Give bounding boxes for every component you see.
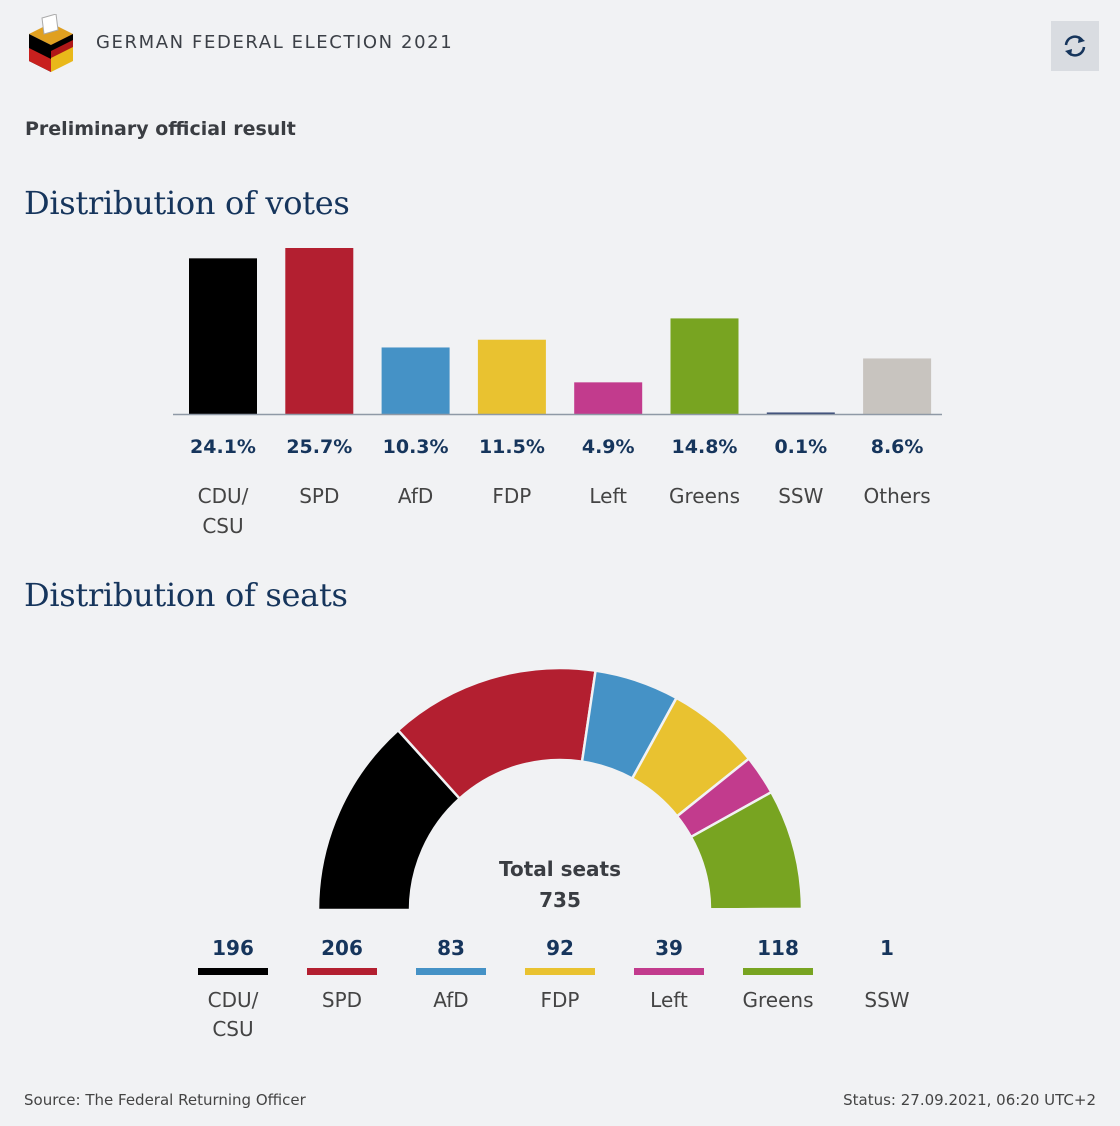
seat-color-bar [525,968,595,975]
vote-party-label: AfD [398,484,433,508]
vote-percent-label: 25.7% [286,436,352,458]
seats-section-title: Distribution of seats [24,576,348,614]
vote-bar [863,358,932,414]
vote-party-label: Others [863,484,930,508]
seat-party-label: Greens [743,988,814,1012]
seat-count-label: 1 [880,936,894,960]
vote-party-label: SSW [778,484,823,508]
seat-party-label: CDU/CSU [208,988,259,1041]
refresh-icon [1064,35,1086,57]
result-subtitle: Preliminary official result [25,118,296,140]
seat-color-bar [416,968,486,975]
seat-count-label: 39 [655,936,683,960]
seat-count-label: 196 [212,936,254,960]
vote-party-label: CDU/CSU [198,484,249,538]
vote-party-label: FDP [492,484,531,508]
vote-bar [477,339,546,414]
vote-bar [670,318,739,414]
vote-percent-label: 4.9% [582,436,635,458]
ballot-box-icon [29,14,73,72]
vote-party-label: Left [589,484,627,508]
seat-party-label: SSW [864,988,909,1012]
vote-percent-label: 14.8% [672,436,738,458]
seat-color-bar [307,968,377,975]
vote-bar [574,382,643,414]
refresh-button[interactable] [1051,21,1099,71]
vote-bar [189,258,257,414]
vote-bar [381,347,450,414]
seat-count-label: 206 [321,936,363,960]
seat-count-label: 92 [546,936,574,960]
seat-color-bar [743,968,813,975]
seats-legend: 196 CDU/CSU 206 SPD 83 AfD 92 FDP 39 Left 118 Green… [198,936,910,1041]
seat-party-label: FDP [541,988,580,1012]
footer-status: Status: 27.09.2021, 06:20 UTC+2 [843,1091,1096,1109]
seat-color-bar [198,968,268,975]
votes-bar-chart: 24.1% CDU/CSU 25.7% SPD 10.3% AfD 11.5% FDP 4.9%… [173,248,942,538]
seat-count-label: 118 [757,936,799,960]
vote-percent-label: 8.6% [871,436,924,458]
seat-color-bar [634,968,704,975]
vote-percent-label: 0.1% [774,436,827,458]
seat-party-label: SPD [322,988,362,1012]
seat-count-label: 83 [437,936,465,960]
vote-bar [285,248,354,414]
votes-section-title: Distribution of votes [24,184,350,222]
total-seats-label: Total seats [499,857,621,881]
app-title: GERMAN FEDERAL ELECTION 2021 [96,32,454,53]
seats-semicircle-chart: Total seats 735 [316,666,804,912]
vote-party-label: Greens [669,484,740,508]
seat-party-label: AfD [433,988,468,1012]
footer-source: Source: The Federal Returning Officer [24,1091,306,1109]
vote-party-label: SPD [299,484,339,508]
total-seats-value: 735 [539,888,581,912]
header: GERMAN FEDERAL ELECTION 2021 [0,0,1120,90]
seat-party-label: Left [650,988,688,1012]
vote-percent-label: 24.1% [190,436,256,458]
vote-percent-label: 10.3% [383,436,449,458]
seat-segment [708,907,804,912]
vote-percent-label: 11.5% [479,436,545,458]
vote-bar [766,412,835,414]
